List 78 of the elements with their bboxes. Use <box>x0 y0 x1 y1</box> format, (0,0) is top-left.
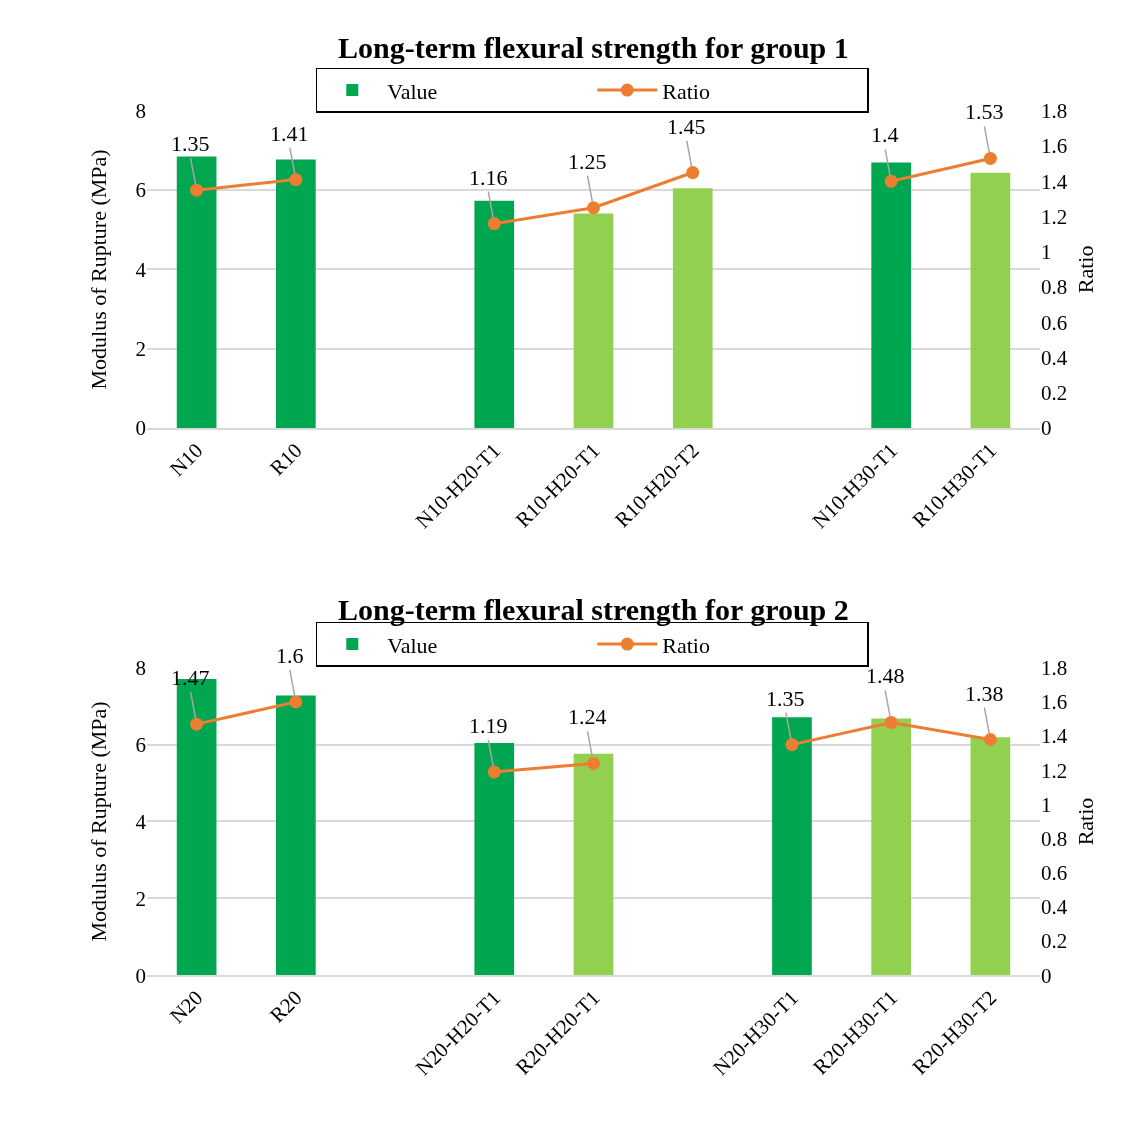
point <box>190 717 204 731</box>
point <box>289 173 303 187</box>
data-label: 1.19 <box>469 713 508 738</box>
data-label: 1.35 <box>171 131 210 156</box>
y-tick-label: 4 <box>135 809 147 834</box>
y2-tick-label: 1 <box>1041 240 1052 265</box>
bar <box>474 743 515 976</box>
chart-title: Long-term flexural strength for group 2 <box>338 593 849 626</box>
y2-tick-label: 1.8 <box>1041 99 1068 124</box>
point <box>983 151 997 165</box>
y2-tick-label: 1.6 <box>1041 134 1068 159</box>
x-tick-label: N20 <box>165 985 208 1029</box>
y2-axis-title: Ratio <box>1072 797 1098 846</box>
legend-label: Ratio <box>662 632 710 658</box>
y2-tick-label: 0.4 <box>1041 895 1068 920</box>
y2-tick-label: 1.6 <box>1041 690 1068 715</box>
bar <box>970 172 1011 428</box>
point <box>587 756 600 770</box>
data-label: 1.4 <box>871 122 899 147</box>
y2-tick-label: 1.2 <box>1041 204 1068 229</box>
bar <box>672 188 713 428</box>
y-tick-label: 6 <box>135 733 146 757</box>
bar <box>275 159 316 428</box>
data-label: 1.48 <box>866 663 905 688</box>
bar <box>772 717 812 976</box>
y2-tick-label: 0.6 <box>1041 861 1068 886</box>
bar <box>474 200 515 428</box>
y-tick-label: 8 <box>135 99 146 124</box>
y-tick-label: 0 <box>135 963 146 988</box>
point <box>487 765 501 779</box>
legend-label: Value <box>387 632 438 658</box>
y2-tick-label: 0 <box>1041 416 1052 441</box>
y-tick-label: 2 <box>135 337 146 362</box>
y2-tick-label: 0.4 <box>1041 345 1068 370</box>
bar <box>275 695 316 976</box>
data-label: 1.41 <box>270 121 309 146</box>
y2-tick-label: 1.8 <box>1041 656 1068 681</box>
y-tick-label: 0 <box>135 416 146 441</box>
data-label: 1.6 <box>276 643 304 668</box>
y2-tick-label: 1.4 <box>1041 724 1068 749</box>
y2-tick-label: 1 <box>1041 792 1052 817</box>
y-tick-label: 4 <box>135 257 147 282</box>
point <box>289 695 303 709</box>
point <box>190 183 204 197</box>
y2-tick-label: 0.2 <box>1041 381 1068 406</box>
y-axis-title: Modulus of Rupture (MPa) <box>86 149 112 390</box>
bar <box>176 156 217 428</box>
y2-tick-label: 1.4 <box>1041 169 1068 194</box>
data-label: 1.45 <box>667 114 706 139</box>
bar <box>573 753 614 976</box>
chart-title: Long-term flexural strength for group 1 <box>338 31 849 64</box>
y-tick-label: 6 <box>135 178 146 203</box>
y2-tick-label: 0 <box>1041 963 1052 988</box>
y2-tick-label: 1.2 <box>1041 758 1068 783</box>
y-axis-title: Modulus of Rupture (MPa) <box>86 701 112 942</box>
point <box>884 174 898 188</box>
bar <box>573 213 614 428</box>
bar <box>871 718 912 976</box>
x-tick-label: R10 <box>265 438 307 481</box>
y2-tick-label: 0.6 <box>1041 310 1068 335</box>
bar <box>970 737 1011 976</box>
data-label: 1.53 <box>965 99 1004 124</box>
y-tick-label: 2 <box>135 886 146 911</box>
legend-label: Ratio <box>662 78 710 104</box>
data-label: 1.16 <box>469 165 508 190</box>
y2-axis-title: Ratio <box>1072 245 1098 294</box>
data-label: 1.35 <box>766 686 805 711</box>
legend-label: Value <box>387 78 438 104</box>
y2-tick-label: 0.8 <box>1041 826 1068 851</box>
data-label: 1.24 <box>568 704 607 729</box>
bar <box>871 162 912 428</box>
data-label: 1.38 <box>965 681 1004 706</box>
y2-tick-label: 0.2 <box>1041 929 1068 954</box>
x-tick-label: N10 <box>165 438 208 481</box>
y-tick-label: 8 <box>135 656 146 681</box>
x-tick-label: R20 <box>265 985 307 1028</box>
data-label: 1.25 <box>568 149 607 174</box>
y2-tick-label: 0.8 <box>1041 275 1068 300</box>
